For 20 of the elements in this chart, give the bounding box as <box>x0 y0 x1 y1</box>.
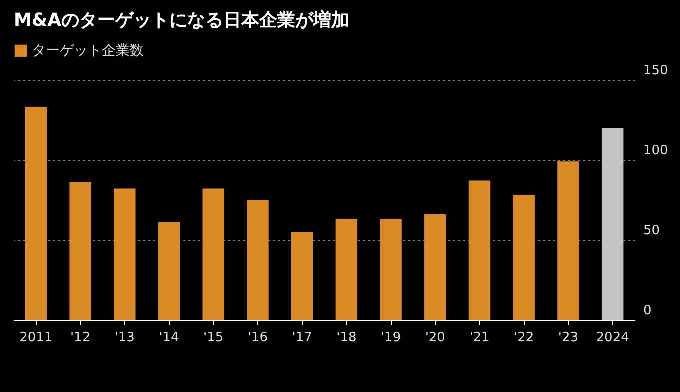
x-tick-label: '15 <box>204 330 224 346</box>
x-tick-label: 2024 <box>596 330 630 346</box>
x-tick-label: '22 <box>514 330 534 346</box>
chart-title: M&Aのターゲットになる日本企業が増加 <box>14 9 350 31</box>
x-tick-label: '17 <box>292 330 312 346</box>
x-tick-label: '16 <box>248 330 268 346</box>
x-tick-label: '23 <box>558 330 579 346</box>
y-tick-label: 150 <box>644 64 668 78</box>
x-tick-label: 2011 <box>20 330 53 346</box>
x-tick-label: '19 <box>380 330 402 346</box>
x-tick-label: '14 <box>159 330 180 346</box>
x-tick-label: '20 <box>425 330 446 346</box>
y-tick-label: 100 <box>644 144 668 158</box>
y-tick-label: 0 <box>644 304 652 318</box>
x-tick-label: '18 <box>336 330 357 346</box>
x-tick-label: '21 <box>470 330 490 346</box>
y-tick-label: 50 <box>644 224 660 238</box>
x-tick-label: '13 <box>114 330 135 346</box>
legend-label: ターゲット企業数 <box>32 43 144 59</box>
x-tick-label: '12 <box>70 330 91 346</box>
